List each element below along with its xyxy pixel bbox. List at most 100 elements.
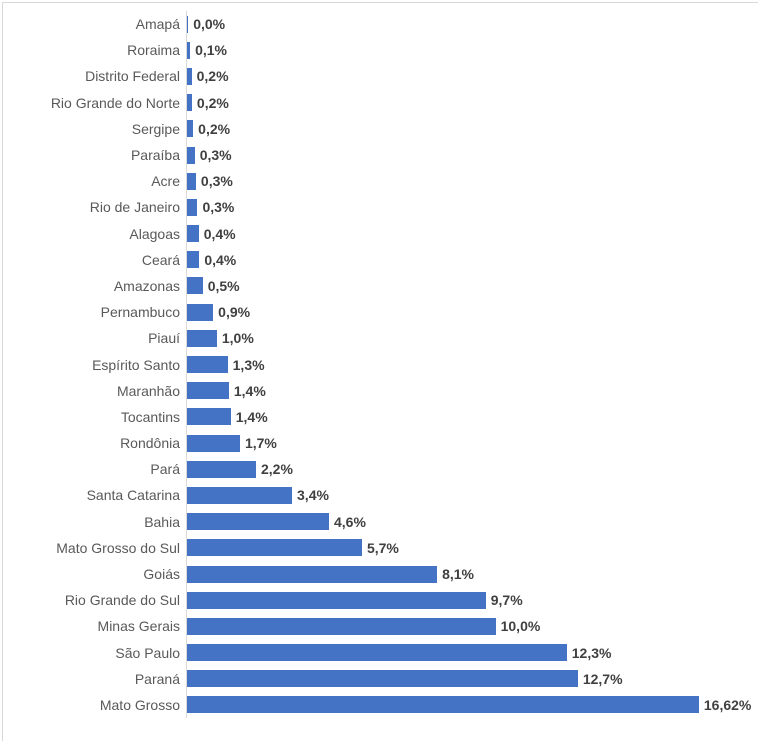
chart-row: Paraná 12,7% — [0, 666, 758, 692]
bar — [187, 539, 362, 557]
chart-row: Sergipe 0,2% — [0, 116, 758, 142]
bar — [187, 41, 191, 59]
value-label: 12,7% — [582, 670, 623, 687]
bar — [187, 94, 192, 112]
bar-track: 8,1% — [187, 565, 758, 583]
bar-track: 4,6% — [187, 513, 758, 531]
chart-row: Santa Catarina 3,4% — [0, 482, 758, 508]
bar — [187, 67, 192, 85]
value-label: 0,2% — [196, 68, 229, 85]
category-label: Bahia — [144, 513, 180, 530]
bar-track: 12,3% — [187, 644, 758, 662]
chart-row: Acre 0,3% — [0, 168, 758, 194]
bar-track: 0,4% — [187, 225, 758, 243]
value-label: 0,4% — [204, 251, 237, 268]
category-label: Alagoas — [129, 225, 180, 242]
value-label: 2,2% — [260, 461, 293, 478]
category-label: Amazonas — [113, 277, 180, 294]
category-label: Santa Catarina — [86, 487, 180, 504]
value-label: 10,0% — [500, 618, 541, 635]
bar-track: 0,2% — [187, 94, 758, 112]
chart-row: Pará 2,2% — [0, 456, 758, 482]
bar — [187, 565, 438, 583]
plot-area: Amapá 0,0% Roraima 0,1% Distrito Federal 0,2%… — [0, 11, 758, 718]
category-label: Rio de Janeiro — [89, 199, 180, 216]
bar — [187, 696, 699, 714]
value-label: 0,2% — [196, 94, 229, 111]
chart-row: Tocantins 1,4% — [0, 404, 758, 430]
bar — [187, 356, 228, 374]
chart-row: Amapá 0,0% — [0, 11, 758, 37]
bar — [187, 277, 203, 295]
value-label: 0,0% — [193, 16, 226, 33]
category-label: Mato Grosso — [99, 696, 180, 713]
bar — [187, 434, 240, 452]
value-label: 0,3% — [200, 173, 233, 190]
value-label: 0,4% — [203, 225, 236, 242]
value-label: 1,4% — [235, 408, 268, 425]
chart-row: Rio Grande do Sul 9,7% — [0, 587, 758, 613]
category-label: Espírito Santo — [92, 356, 180, 373]
value-label: 9,7% — [490, 592, 523, 609]
chart-row: Distrito Federal 0,2% — [0, 63, 758, 89]
bar — [187, 225, 199, 243]
bar-track: 5,7% — [187, 539, 758, 557]
value-label: 4,6% — [333, 513, 366, 530]
category-label: Rio Grande do Norte — [50, 94, 180, 111]
bar-track: 0,2% — [187, 120, 758, 138]
value-label: 1,3% — [232, 356, 265, 373]
bar-track: 1,3% — [187, 356, 758, 374]
bar-track: 10,0% — [187, 617, 758, 635]
category-label: Rondônia — [120, 435, 180, 452]
category-label: Amapá — [135, 16, 180, 33]
chart-row: Pernambuco 0,9% — [0, 299, 758, 325]
bar-track: 1,7% — [187, 434, 758, 452]
chart-row: Rio de Janeiro 0,3% — [0, 194, 758, 220]
chart-row: Mato Grosso 16,62% — [0, 692, 758, 718]
value-label: 0,3% — [202, 199, 235, 216]
chart-row: Bahia 4,6% — [0, 509, 758, 535]
chart-row: Roraima 0,1% — [0, 37, 758, 63]
chart-row: Mato Grosso do Sul 5,7% — [0, 535, 758, 561]
value-label: 8,1% — [442, 566, 475, 583]
chart-border-left — [2, 2, 3, 741]
bar-track: 12,7% — [187, 670, 758, 688]
bar-track: 0,3% — [187, 172, 758, 190]
bar-track: 0,0% — [187, 15, 758, 33]
bar-track: 1,4% — [187, 408, 758, 426]
chart-border-top — [2, 2, 758, 3]
category-label: Ceará — [141, 251, 180, 268]
bar — [187, 460, 256, 478]
bar-track: 0,5% — [187, 277, 758, 295]
chart-row: Goiás 8,1% — [0, 561, 758, 587]
category-label: Distrito Federal — [85, 68, 180, 85]
value-label: 0,5% — [207, 277, 240, 294]
bar — [187, 15, 189, 33]
bar — [187, 486, 293, 504]
value-label: 1,0% — [221, 330, 254, 347]
bar — [187, 408, 231, 426]
bar-track: 0,3% — [187, 146, 758, 164]
chart-row: São Paulo 12,3% — [0, 640, 758, 666]
bar — [187, 251, 200, 269]
bar — [187, 198, 198, 216]
bar — [187, 382, 229, 400]
category-label: Minas Gerais — [97, 618, 180, 635]
bar — [187, 329, 217, 347]
value-label: 0,2% — [198, 120, 231, 137]
category-label: Acre — [151, 173, 180, 190]
value-label: 1,4% — [233, 382, 266, 399]
bar — [187, 513, 329, 531]
chart-row: Amazonas 0,5% — [0, 273, 758, 299]
category-axis-line — [186, 11, 187, 718]
chart-row: Alagoas 0,4% — [0, 221, 758, 247]
bar — [187, 670, 578, 688]
value-label: 3,4% — [297, 487, 329, 504]
chart-row: Maranhão 1,4% — [0, 378, 758, 404]
chart-row: Piauí 1,0% — [0, 325, 758, 351]
bar — [187, 303, 214, 321]
bar — [187, 146, 195, 164]
bar-track: 1,0% — [187, 329, 758, 347]
category-label: Rio Grande do Sul — [64, 592, 180, 609]
